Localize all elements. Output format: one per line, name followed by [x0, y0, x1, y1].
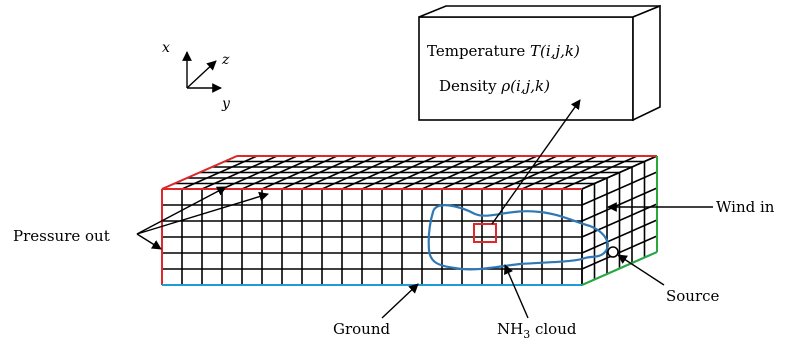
grid-line [321, 155, 398, 190]
temperature-label: Temperature T(i,j,k) [427, 42, 580, 60]
cell-to-box-arrow [491, 99, 581, 225]
grid-line [521, 155, 598, 190]
outlet-edge [161, 155, 238, 190]
axis-y-label: y [221, 96, 231, 112]
grid-line [561, 155, 638, 190]
density-label: Density ρ(i,j,k) [439, 77, 550, 95]
nh3-cloud-outline [427, 204, 609, 271]
inlet-edge [581, 251, 658, 286]
grid-line [421, 155, 498, 190]
axis-z-label: z [221, 52, 230, 68]
grid-line [221, 155, 298, 190]
grid-line [241, 155, 318, 190]
axis-x-label: x [162, 40, 170, 56]
grid-line [441, 155, 518, 190]
nh3-cloud-label: NH3 cloud [497, 320, 577, 341]
source-marker [607, 246, 619, 258]
grid-line [301, 155, 378, 190]
grid-line [381, 155, 458, 190]
grid-line [201, 155, 278, 190]
source-label: Source [666, 287, 720, 305]
pressure-out-label: Pressure out [13, 227, 110, 245]
grid-line [181, 155, 258, 190]
nh3-cloud-arrow [504, 264, 529, 319]
cell-properties-box [418, 4, 661, 122]
grid-line [361, 155, 438, 190]
grid-line [341, 155, 418, 190]
highlighted-cell [473, 223, 497, 243]
pressure-out-arrows [136, 186, 269, 250]
grid-line [461, 155, 538, 190]
grid-line [401, 155, 478, 190]
ground-label: Ground [333, 320, 391, 338]
ground-arrow [381, 283, 419, 319]
grid-line [481, 155, 558, 190]
grid-line [541, 155, 618, 190]
axes-indicator [182, 51, 222, 93]
grid-line [281, 155, 358, 190]
computational-grid [161, 155, 658, 286]
grid-line [261, 155, 338, 190]
wind-in-label: Wind in [716, 198, 775, 216]
source-arrow [617, 254, 665, 286]
grid-line [501, 155, 578, 190]
boundary-edges [161, 155, 658, 286]
